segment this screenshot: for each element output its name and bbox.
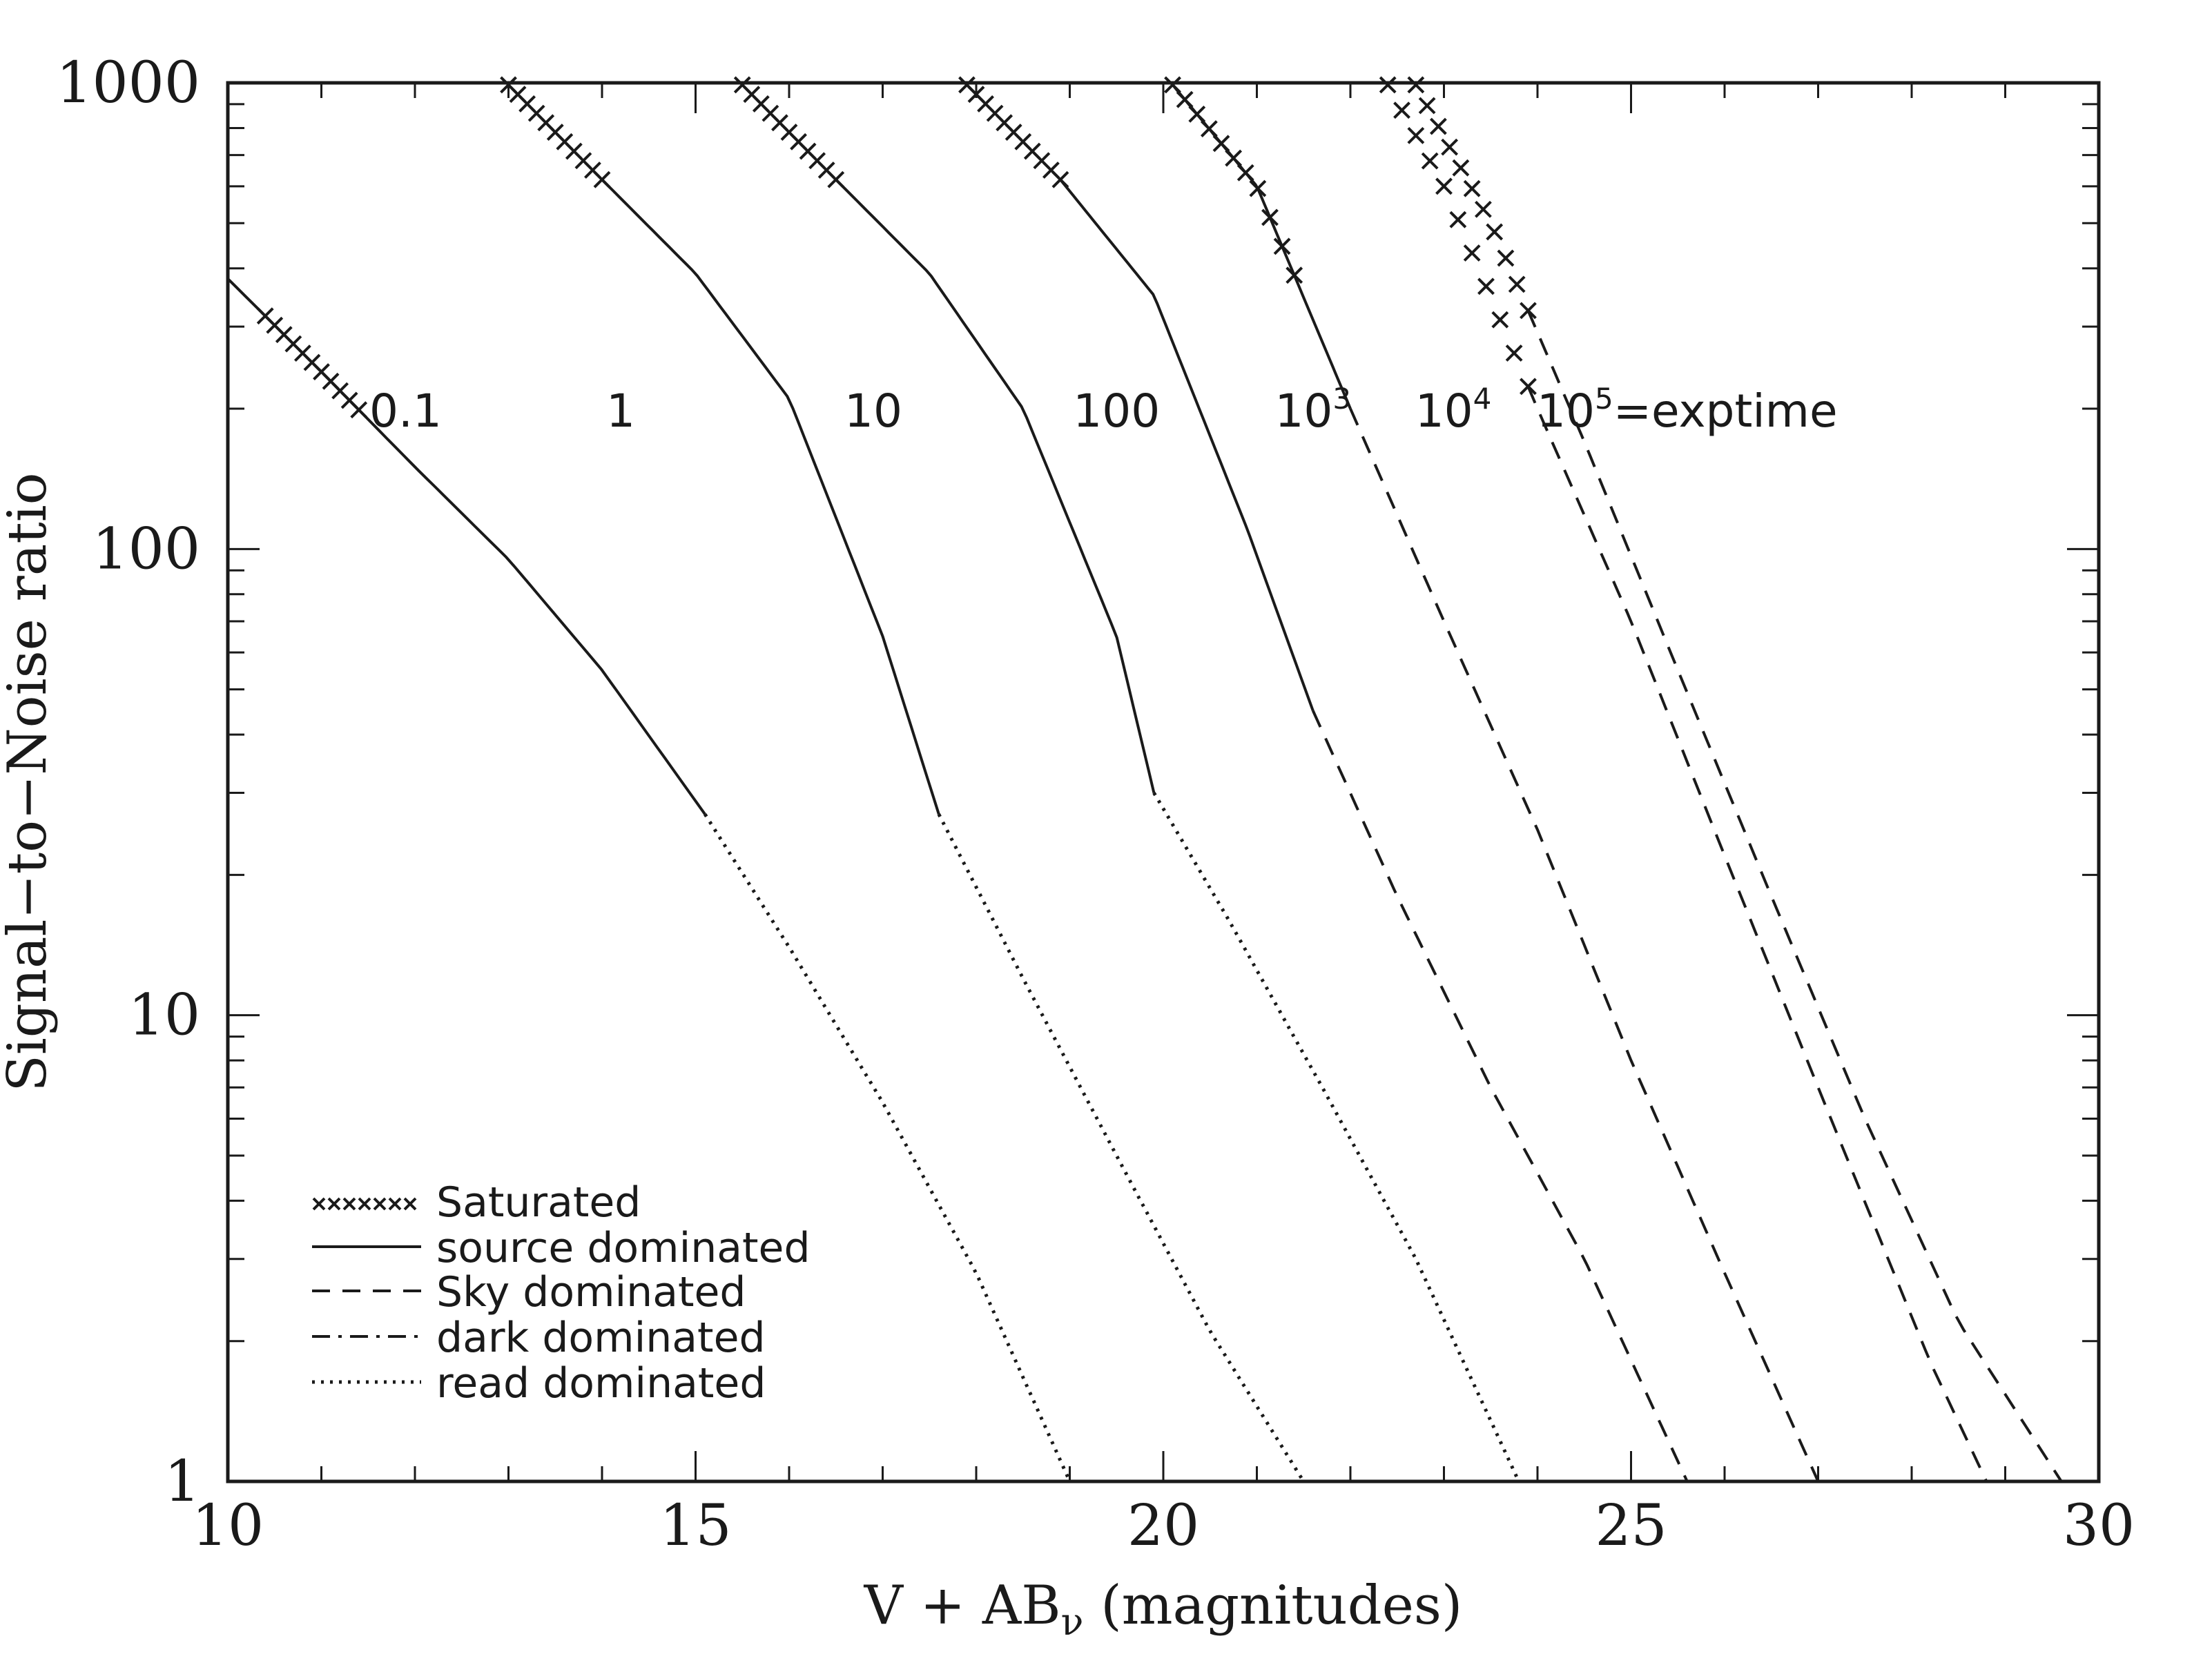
- series-line-solid: [601, 178, 940, 815]
- series-line-dashed: [1349, 408, 1820, 1482]
- legend-item: source dominated: [312, 1224, 811, 1272]
- x-axis-title: V + ABν (magnitudes): [864, 1575, 1463, 1644]
- y-tick-label: 100: [92, 516, 200, 582]
- series-line-dotted: [1152, 792, 1521, 1483]
- legend-item: read dominated: [312, 1359, 766, 1408]
- saturated-marker: [1435, 177, 1453, 195]
- x-tick-label: 20: [1127, 1493, 1199, 1559]
- curve-label: 1: [606, 385, 635, 438]
- saturated-marker: [1429, 117, 1447, 135]
- legend-saturated-marker: [388, 1197, 402, 1211]
- series-2: [733, 76, 1521, 1483]
- y-axis-title: Signal−to−Noise ratio: [0, 472, 59, 1091]
- saturated-marker: [1421, 152, 1439, 170]
- legend-saturated-marker: [312, 1197, 326, 1211]
- saturated-marker: [1486, 223, 1504, 241]
- series-1: [500, 76, 1306, 1483]
- saturated-marker: [1505, 344, 1523, 362]
- series-line-dashed: [1311, 710, 1689, 1482]
- curve-label: 100: [1073, 385, 1160, 438]
- saturated-marker: [1491, 311, 1509, 329]
- curve-label-exponent: 4: [1473, 382, 1492, 416]
- curve-label: 0.1: [369, 385, 442, 438]
- saturated-marker: [1379, 76, 1397, 94]
- legend-label: source dominated: [436, 1224, 811, 1272]
- series-5: [1379, 76, 1988, 1482]
- curve-label-base: 10: [1274, 385, 1332, 438]
- curve-label: 104: [1415, 382, 1492, 438]
- saturated-marker: [1407, 126, 1425, 144]
- saturated-marker: [1449, 211, 1467, 228]
- legend-saturated-marker: [327, 1197, 341, 1211]
- legend-item: Sky dominated: [312, 1268, 746, 1316]
- series-3: [958, 76, 1689, 1482]
- x-tick-label: 25: [1595, 1493, 1667, 1559]
- series-line-solid: [226, 278, 706, 815]
- curve-label-exponent: 3: [1332, 382, 1351, 416]
- series-line-dashed: [1526, 310, 2063, 1483]
- saturated-marker: [1407, 76, 1425, 94]
- x-axis-title-subscript: ν: [1061, 1600, 1084, 1644]
- curve-label-base: 10: [1537, 385, 1595, 438]
- saturated-marker: [1441, 138, 1459, 156]
- saturated-marker: [1418, 97, 1436, 115]
- curve-label-exponent: 5: [1595, 382, 1613, 416]
- y-tick-label: 10: [128, 983, 200, 1049]
- curve-label-suffix: =exptime: [1613, 385, 1838, 438]
- legend-saturated-marker: [342, 1197, 356, 1211]
- y-tick-label: 1000: [56, 50, 200, 116]
- curve-label-base: 10: [1415, 385, 1473, 438]
- series-4: [1164, 76, 1820, 1482]
- plot-frame: [226, 81, 2101, 1483]
- saturated-marker: [1477, 278, 1495, 295]
- curve-label: 10: [844, 385, 902, 438]
- series-line-solid: [1059, 178, 1314, 712]
- series-line-solid: [835, 178, 1156, 793]
- legend-saturated-marker: [358, 1197, 371, 1211]
- legend-label: Saturated: [436, 1178, 641, 1227]
- x-tick-label: 10: [192, 1493, 264, 1559]
- saturated-marker: [1452, 159, 1470, 177]
- legend-saturated-marker: [373, 1197, 387, 1211]
- curve-label: 105=exptime: [1537, 382, 1838, 438]
- legend-label: dark dominated: [436, 1314, 766, 1362]
- saturated-marker: [1474, 200, 1492, 218]
- legend-saturated-marker: [403, 1197, 417, 1211]
- series-line-solid: [1172, 84, 1352, 409]
- x-axis-title-main: V + AB: [864, 1575, 1061, 1637]
- saturated-marker: [1463, 244, 1481, 262]
- saturated-marker: [1520, 302, 1537, 320]
- series-6: [1407, 76, 2063, 1483]
- legend-item: dark dominated: [312, 1314, 766, 1362]
- saturated-marker: [1393, 101, 1410, 119]
- legend-item: Saturated: [312, 1178, 641, 1227]
- series-layer: [226, 76, 2063, 1483]
- legend-label: Sky dominated: [436, 1268, 746, 1316]
- legend-label: read dominated: [436, 1359, 766, 1408]
- saturated-marker: [1497, 249, 1515, 267]
- x-tick-label: 30: [2063, 1493, 2135, 1559]
- curve-label: 103: [1274, 382, 1351, 438]
- y-tick-label: 1: [164, 1449, 200, 1515]
- saturated-marker: [1508, 275, 1526, 293]
- tick-marks: [226, 81, 2100, 1483]
- series-line-dashed: [1526, 386, 1988, 1482]
- x-tick-label: 15: [659, 1493, 731, 1559]
- saturated-marker: [1463, 179, 1481, 197]
- curve-labels: 0.1 1 10 100 103 104 105=exptime: [369, 382, 1838, 438]
- x-axis-title-suffix: (magnitudes): [1083, 1575, 1462, 1637]
- series-0: [226, 278, 1071, 1483]
